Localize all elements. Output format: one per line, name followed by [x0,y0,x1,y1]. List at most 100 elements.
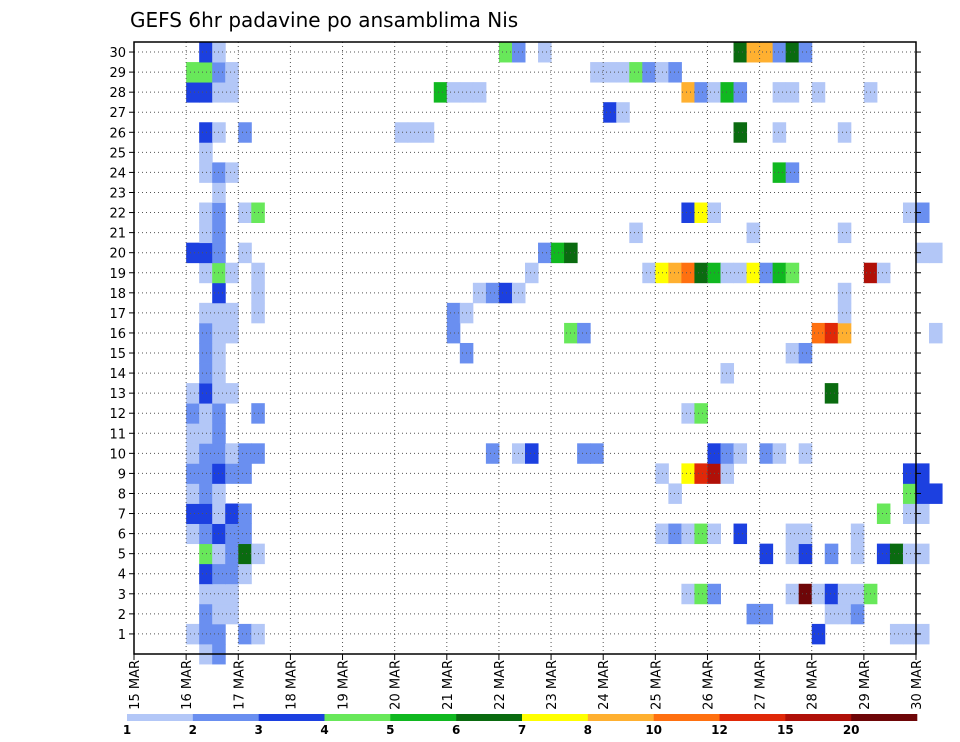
cell-member-30-slot-49 [772,42,787,63]
cell-member-14-slot-45 [720,363,735,384]
cell-member-16-slot-61 [929,322,943,344]
cell-member-6-slot-4 [186,523,200,545]
cell-member-16-slot-34 [577,322,591,344]
cell-member-19-slot-39 [642,262,656,284]
cell-member-3-slot-43 [694,583,708,605]
cell-member-1-slot-59 [902,623,917,645]
cell-member-9-slot-43 [694,463,708,484]
cell-member-26-slot-5 [199,122,213,143]
cell-member-30-slot-5 [199,42,213,63]
x-tick-label: 29 MAR [858,660,873,710]
cell-member-14-slot-5 [199,363,213,384]
cell-member-7-slot-57 [876,503,891,524]
colorbar-legend: 1 2 3 4 5 6 7 8 10 12 15 20 [123,714,918,737]
x-tick-label: 21 MAR [441,660,456,710]
cell-member-10-slot-4 [186,443,200,464]
cell-member-19-slot-49 [772,262,787,284]
colorbar-label: 6 [452,723,460,737]
cell-member-7-slot-59 [902,503,917,524]
cell-member-19-slot-42 [681,262,695,284]
cell-member-29-slot-36 [603,62,617,83]
cell-member-6-slot-46 [733,523,748,545]
cell-member-11-slot-5 [199,423,213,444]
cell-member-9-slot-4 [186,463,200,484]
colorbar-label: 8 [584,723,592,737]
cell-member-17-slot-24 [446,302,461,324]
cell-member-18-slot-28 [498,282,513,304]
cell-member-29-slot-4 [186,62,200,83]
cell-member-21-slot-5 [199,222,213,244]
cell-member-10-slot-8 [238,443,252,464]
cell-member-30-slot-46 [733,42,748,63]
cell-member-8-slot-41 [668,483,682,504]
cell-member-10-slot-7 [225,443,239,464]
cell-member-3-slot-50 [785,583,800,605]
cell-member-19-slot-46 [733,262,748,284]
y-tick-label: 8 [118,487,126,502]
cell-member-18-slot-26 [472,282,487,304]
cell-member-4-slot-8 [238,563,252,585]
cell-member-20-slot-61 [929,242,943,264]
colorbar-label: 1 [123,723,131,737]
cell-member-10-slot-35 [590,443,604,464]
cell-member-17-slot-7 [225,302,239,324]
y-tick-label: 16 [109,327,126,342]
y-tick-label: 9 [118,467,126,482]
cell-member-10-slot-45 [720,443,735,464]
cell-member-29-slot-38 [629,62,643,83]
cell-member-9-slot-5 [199,463,213,484]
cell-member-19-slot-41 [668,262,682,284]
cell-member-24-slot-5 [199,162,213,183]
cell-member-6-slot-7 [225,523,239,545]
cell-member-7-slot-8 [238,503,252,524]
cell-member-30-slot-31 [538,42,552,63]
cell-member-26-slot-22 [420,122,435,143]
cell-member-20-slot-31 [538,242,552,264]
cell-member-30-slot-28 [498,42,513,63]
cell-member-28-slot-23 [433,82,448,103]
x-tick-label: 17 MAR [232,660,247,710]
cell-member-9-slot-45 [720,463,735,484]
cell-member-16-slot-53 [824,322,839,344]
x-tick-label: 18 MAR [284,660,299,710]
cell-member-16-slot-7 [225,322,239,344]
x-tick-label: 19 MAR [337,660,352,710]
colorbar-label: 10 [645,723,662,737]
cell-member-20-slot-60 [916,242,930,264]
colorbar-swatch [324,714,391,721]
cell-member-7-slot-5 [199,503,213,524]
colorbar-swatch [127,714,194,721]
cell-member-5-slot-51 [798,543,813,565]
colorbar-swatch [653,714,720,721]
cell-member-17-slot-54 [837,302,852,324]
cell-member-29-slot-7 [225,62,239,83]
cell-member-26-slot-20 [394,122,409,143]
y-tick-label: 17 [109,307,126,322]
cell-member-5-slot-5 [199,543,213,565]
cell-member-6-slot-8 [238,523,252,545]
cell-member-6-slot-43 [694,523,708,545]
y-tick-label: 23 [109,186,126,201]
cell-member-3-slot-51 [798,583,813,605]
cell-member-12-slot-43 [694,403,708,424]
cell-member-1-slot-8 [238,623,252,645]
x-tick-label: 15 MAR [128,660,143,710]
cell-member-22-slot-60 [916,202,930,223]
cell-member-22-slot-5 [199,202,213,223]
cell-member-9-slot-8 [238,463,252,484]
colorbar-label: 15 [777,723,794,737]
cell-member-28-slot-49 [772,82,787,103]
y-tick-label: 10 [109,447,126,462]
colorbar-swatch [258,714,325,721]
cell-member-10-slot-46 [733,443,748,464]
colorbar-swatch [785,714,852,721]
x-tick-label: 20 MAR [389,660,404,710]
colorbar-swatch [456,714,523,721]
cell-member-28-slot-43 [694,82,708,103]
cell-member-10-slot-51 [798,443,813,464]
cell-member-2-slot-47 [746,603,761,625]
cell-member-5-slot-53 [824,543,839,565]
y-tick-label: 14 [109,367,126,382]
cell-member-22-slot-8 [238,202,252,223]
